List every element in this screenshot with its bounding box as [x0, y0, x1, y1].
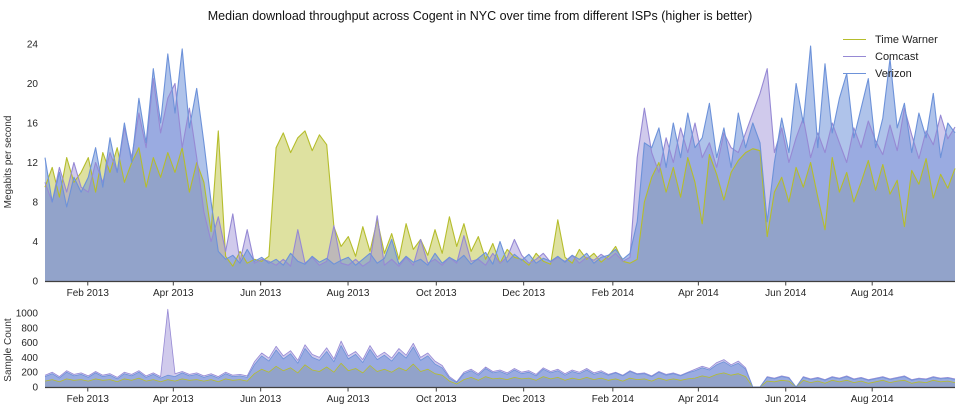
svg-text:12: 12	[27, 158, 39, 169]
sample-count-chart: Feb 2013 Apr 2013 Jun 2013 Aug 2013 Oct 2013…	[16, 309, 956, 405]
svg-text:Feb 2013: Feb 2013	[67, 288, 110, 299]
svg-text:Aug 2014: Aug 2014	[851, 288, 894, 299]
svg-text:400: 400	[21, 353, 38, 364]
svg-text:Feb 2014: Feb 2014	[592, 394, 635, 405]
svg-text:Dec 2013: Dec 2013	[502, 288, 545, 299]
legend-item-time-warner: Time Warner	[843, 31, 938, 48]
svg-text:4: 4	[32, 237, 38, 248]
svg-text:Feb 2013: Feb 2013	[67, 394, 110, 405]
legend-swatch-comcast	[843, 56, 866, 57]
svg-text:Oct 2013: Oct 2013	[416, 288, 457, 299]
svg-text:Apr 2014: Apr 2014	[678, 394, 719, 405]
chart-title: Median download throughput across Cogent…	[207, 9, 753, 23]
svg-text:200: 200	[21, 368, 38, 379]
svg-text:600: 600	[21, 338, 38, 349]
svg-text:800: 800	[21, 323, 38, 334]
legend: Time Warner Comcast Verizon	[843, 31, 938, 82]
svg-text:Jun 2013: Jun 2013	[240, 394, 282, 405]
legend-label-time-warner: Time Warner	[875, 33, 938, 46]
svg-text:0: 0	[32, 383, 38, 394]
legend-item-verizon: Verizon	[843, 65, 938, 82]
svg-text:16: 16	[27, 119, 39, 130]
legend-label-comcast: Comcast	[875, 50, 919, 63]
svg-text:1000: 1000	[16, 309, 39, 320]
svg-text:Jun 2013: Jun 2013	[240, 288, 282, 299]
throughput-chart: Feb 2013 Apr 2013 Jun 2013 Aug 2013 Oct 2013…	[27, 40, 956, 299]
y-axis-label-throughput: Megabits per second	[3, 116, 14, 209]
svg-text:Apr 2013: Apr 2013	[153, 288, 194, 299]
svg-text:20: 20	[27, 79, 39, 90]
svg-text:0: 0	[32, 277, 38, 288]
legend-swatch-time-warner	[843, 39, 866, 40]
svg-text:8: 8	[32, 198, 38, 209]
legend-label-verizon: Verizon	[875, 67, 912, 80]
svg-text:Apr 2013: Apr 2013	[153, 394, 194, 405]
svg-text:Aug 2014: Aug 2014	[851, 394, 894, 405]
svg-text:Jun 2014: Jun 2014	[765, 394, 807, 405]
y-axis-label-samplecount: Sample Count	[3, 318, 14, 382]
svg-text:Apr 2014: Apr 2014	[678, 288, 719, 299]
svg-text:24: 24	[27, 40, 39, 51]
svg-text:Aug 2013: Aug 2013	[327, 394, 370, 405]
svg-text:Jun 2014: Jun 2014	[765, 288, 807, 299]
svg-text:Dec 2013: Dec 2013	[502, 394, 545, 405]
legend-item-comcast: Comcast	[843, 48, 938, 65]
svg-text:Oct 2013: Oct 2013	[416, 394, 457, 405]
legend-swatch-verizon	[843, 73, 866, 74]
svg-text:Feb 2014: Feb 2014	[592, 288, 635, 299]
svg-text:Aug 2013: Aug 2013	[327, 288, 370, 299]
